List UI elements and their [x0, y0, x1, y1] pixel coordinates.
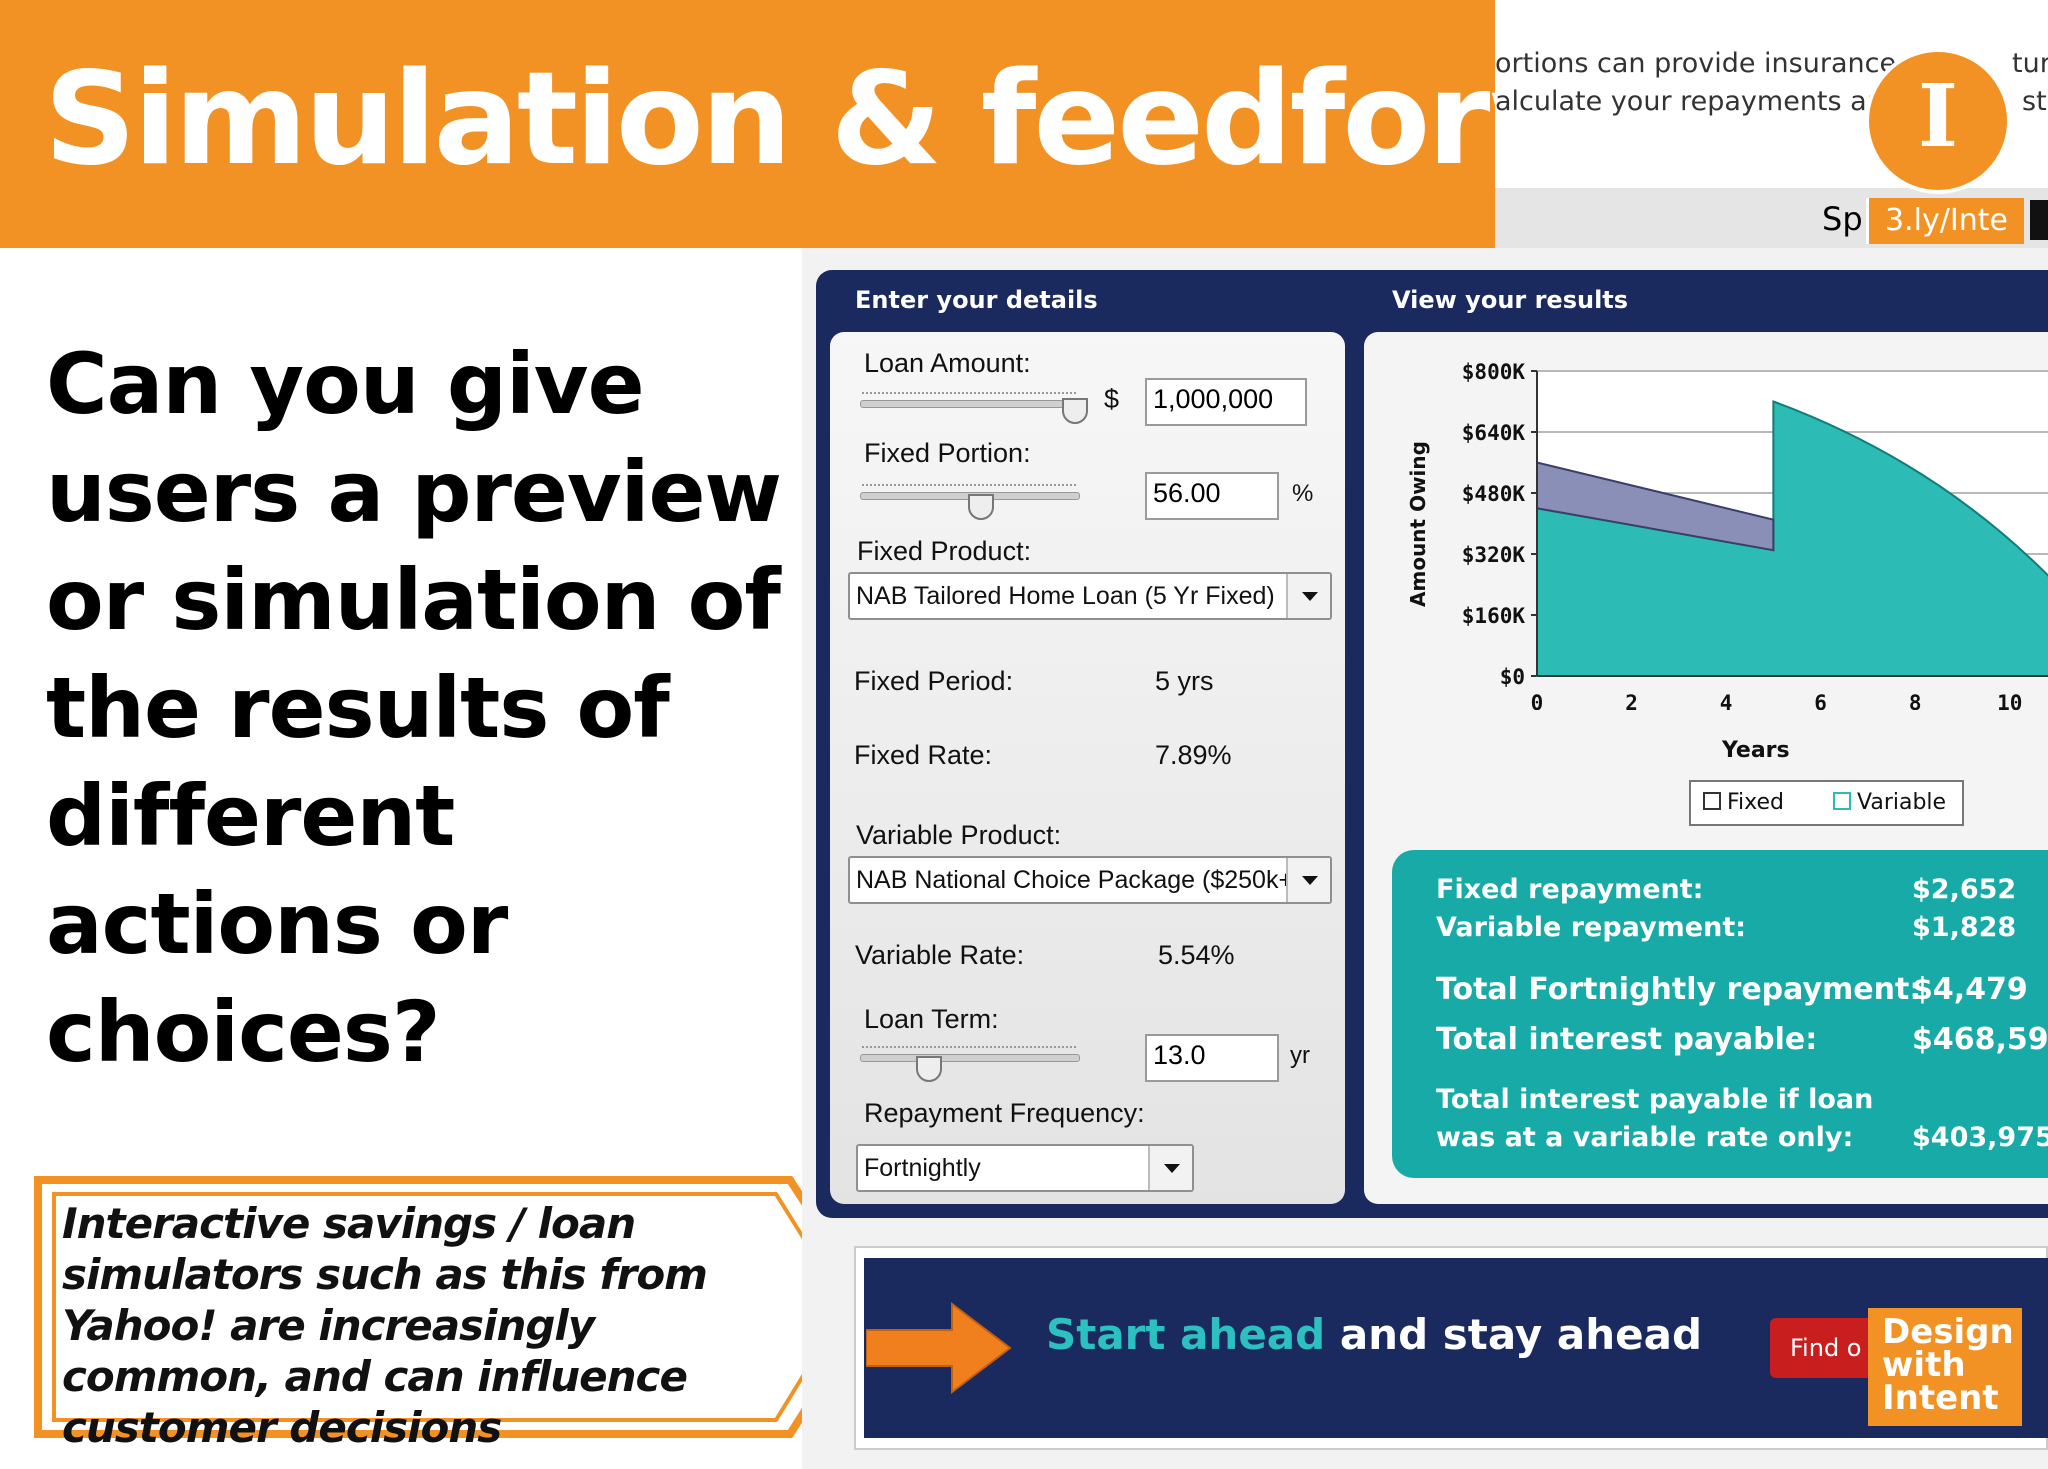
badge-circle: [1865, 48, 2011, 194]
total-interest-value: $468,599: [1912, 1022, 2048, 1057]
total-interest-variable-label-2: was at a variable rate only:: [1436, 1122, 1854, 1153]
variable-product-select[interactable]: NAB National Choice Package ($250k+: [848, 856, 1332, 904]
fixed-repayment-value: $2,652: [1912, 874, 2017, 905]
loan-term-slider[interactable]: [860, 1054, 1080, 1062]
ad-text: Start ahead and stay ahead: [1046, 1310, 1702, 1359]
legend-item-variable: Variable: [1833, 790, 1946, 815]
fixed-portion-slider-thumb[interactable]: [968, 494, 994, 520]
chart-legend: Fixed Variable: [1689, 780, 1964, 826]
view-results-header: View your results: [1392, 286, 1629, 314]
y-tick-label: $480K: [1462, 482, 1526, 506]
legend-label-fixed: Fixed: [1727, 790, 1785, 815]
variable-product-label: Variable Product:: [856, 820, 1062, 850]
chart-ylabel-wrap: Amount Owing: [1404, 436, 1432, 616]
loan-term-slider-ticks: [862, 1046, 1076, 1052]
fixed-period-value: 5 yrs: [1155, 666, 1214, 696]
loan-amount-currency: $: [1104, 384, 1120, 414]
title-banner: [0, 0, 1495, 248]
chevron-down-icon[interactable]: [1286, 858, 1330, 902]
y-tick-label: $0: [1500, 665, 1525, 689]
y-tick-label: $320K: [1462, 543, 1526, 567]
fixed-portion-unit: %: [1292, 480, 1314, 507]
fixed-repayment-label: Fixed repayment:: [1436, 874, 1704, 905]
repayment-frequency-label: Repayment Frequency:: [864, 1098, 1145, 1128]
fixed-product-label: Fixed Product:: [857, 536, 1032, 566]
bg-page-sp: Sp: [1822, 200, 1863, 238]
loan-amount-slider-ticks: [862, 392, 1076, 398]
fixed-product-selected: NAB Tailored Home Loan (5 Yr Fixed): [856, 582, 1275, 610]
loan-term-slider-thumb[interactable]: [916, 1056, 942, 1082]
x-tick-label: 8: [1909, 691, 1922, 710]
total-fortnightly-label: Total Fortnightly repayment:: [1436, 972, 1922, 1007]
legend-item-fixed: Fixed: [1703, 790, 1784, 815]
total-interest-variable-value: $403,975: [1912, 1122, 2048, 1153]
loan-term-input[interactable]: 13.0: [1145, 1034, 1279, 1082]
bg-page-line2: alculate your repayments an: [1495, 86, 1884, 117]
badge-letter: I: [1917, 66, 1959, 167]
loan-term-label: Loan Term:: [864, 1004, 999, 1034]
total-interest-variable-label-1: Total interest payable if loan: [1436, 1084, 1874, 1115]
x-tick-label: 6: [1814, 691, 1827, 710]
chevron-down-icon[interactable]: [1286, 574, 1330, 618]
legend-swatch-fixed: [1703, 792, 1721, 810]
loan-amount-slider[interactable]: [860, 400, 1080, 408]
legend-swatch-variable: [1833, 792, 1851, 810]
repayment-frequency-select[interactable]: Fortnightly: [856, 1144, 1194, 1192]
fixed-rate-label: Fixed Rate:: [854, 740, 993, 770]
x-tick-label: 0: [1531, 691, 1544, 710]
total-fortnightly-value: $4,479: [1912, 972, 2028, 1007]
y-tick-label: $640K: [1462, 421, 1526, 445]
slide-title: Simulation & feedforward: [44, 45, 1838, 194]
loan-chart: $800K $640K $480K $320K $160K $0 0 2 4 6 8 10: [1462, 360, 2048, 710]
x-tick-label: 4: [1720, 691, 1733, 710]
loan-amount-input[interactable]: 1,000,000: [1145, 378, 1307, 426]
results-summary: [1392, 850, 2048, 1178]
variable-repayment-label: Variable repayment:: [1436, 912, 1747, 943]
bg-page-line1-right: tur: [2012, 48, 2048, 79]
variable-rate-value: 5.54%: [1158, 940, 1235, 970]
loan-term-unit: yr: [1290, 1042, 1310, 1069]
arrow-right-icon: [866, 1301, 1012, 1395]
bg-page-dark-block: [2030, 200, 2048, 240]
legend-label-variable: Variable: [1857, 790, 1947, 815]
repayment-frequency-selected: Fortnightly: [864, 1154, 981, 1182]
x-tick-label: 10: [1997, 691, 2022, 710]
total-interest-label: Total interest payable:: [1436, 1022, 1818, 1057]
badge-url: 3.ly/Inte: [1866, 198, 2024, 244]
enter-details-header: Enter your details: [855, 286, 1098, 314]
y-tick-label: $160K: [1462, 604, 1526, 628]
variable-product-selected: NAB National Choice Package ($250k+: [856, 866, 1294, 894]
variable-rate-label: Variable Rate:: [855, 940, 1025, 970]
fixed-product-select[interactable]: NAB Tailored Home Loan (5 Yr Fixed): [848, 572, 1332, 620]
slide-caption: Interactive savings / loan simulators su…: [62, 1199, 708, 1452]
ad-text-rest: and stay ahead: [1325, 1310, 1703, 1359]
fixed-portion-slider-ticks: [862, 484, 1076, 490]
slide-question: Can you give users a preview or simulati…: [46, 335, 782, 1081]
chart-xlabel: Years: [1722, 738, 1790, 763]
bg-page-line2-right: st: [2022, 86, 2047, 117]
x-tick-label: 2: [1625, 691, 1638, 710]
chart-ylabel: Amount Owing: [1406, 441, 1430, 607]
y-tick-label: $800K: [1462, 360, 1526, 384]
fixed-rate-value: 7.89%: [1155, 740, 1232, 770]
fixed-portion-label: Fixed Portion:: [864, 438, 1031, 468]
fixed-period-label: Fixed Period:: [854, 666, 1014, 696]
loan-amount-slider-thumb[interactable]: [1062, 398, 1088, 424]
chevron-down-icon[interactable]: [1148, 1146, 1192, 1190]
bg-page-line1: ortions can provide insurance: [1495, 48, 1897, 79]
design-with-intent-logo: Design with Intent: [1868, 1308, 2022, 1426]
variable-repayment-value: $1,828: [1912, 912, 2017, 943]
series-area-variable: [1536, 400, 2048, 677]
ad-text-highlight: Start ahead: [1046, 1310, 1326, 1359]
caption-arrow-frame: [34, 1176, 877, 1438]
fixed-portion-input[interactable]: 56.00: [1145, 472, 1279, 520]
loan-amount-label: Loan Amount:: [864, 348, 1031, 378]
